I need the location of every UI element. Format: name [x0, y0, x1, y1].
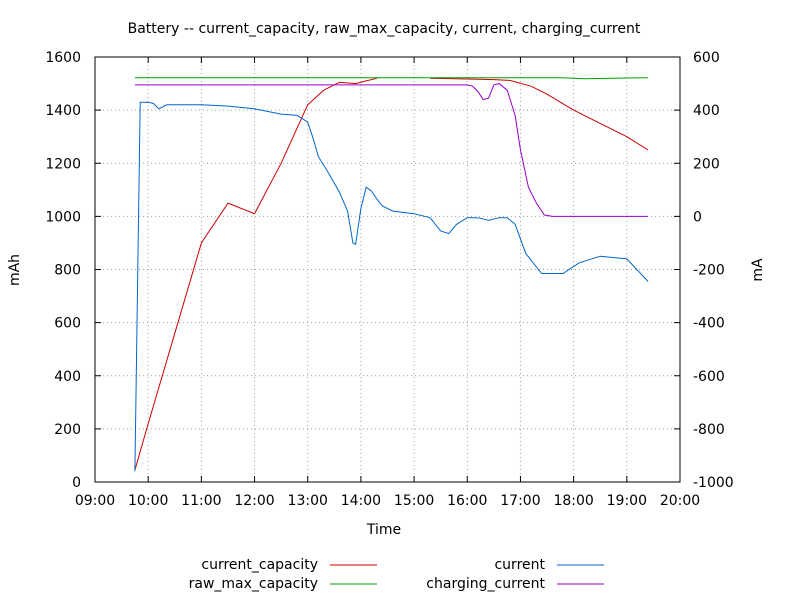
y-left-tick-label: 600	[54, 316, 81, 332]
legend-label-current-capacity: current_capacity	[201, 557, 318, 573]
grid-lines	[95, 57, 680, 482]
x-tick-label: 19:00	[607, 493, 647, 509]
x-tick-label: 20:00	[660, 493, 700, 509]
series-layer	[134, 77, 649, 472]
series-line-charging-current	[134, 83, 649, 217]
y-right-tick-label: 600	[693, 50, 720, 66]
x-tick-label: 17:00	[500, 493, 540, 509]
y-left-tick-label: 1400	[45, 103, 81, 119]
y-right-tick-label: -400	[693, 316, 725, 332]
legend-label-charging-current: charging_current	[426, 576, 545, 592]
x-tick-label: 16:00	[447, 493, 487, 509]
series-line-current	[134, 101, 649, 472]
x-tick-label: 11:00	[181, 493, 221, 509]
y-left-tick-label: 800	[54, 263, 81, 279]
y-right-tick-label: 0	[693, 209, 702, 225]
y-left-tick-label: 200	[54, 422, 81, 438]
legend-label-raw-max-capacity: raw_max_capacity	[189, 576, 318, 592]
y-right-tick-label: 400	[693, 103, 720, 119]
x-tick-label: 10:00	[128, 493, 168, 509]
y-left-tick-labels: 0 200 400 600 800 1000 1200 1400 1600	[45, 50, 81, 491]
y-left-tick-label: 1200	[45, 156, 81, 172]
y-left-axis-label: mAh	[7, 254, 23, 286]
y-right-tick-label: -600	[693, 369, 725, 385]
legend-label-current: current	[494, 557, 545, 573]
x-tick-label: 09:00	[75, 493, 115, 509]
y-right-tick-label: -1000	[693, 475, 734, 491]
y-left-tick-label: 1600	[45, 50, 81, 66]
tick-marks	[94, 56, 681, 483]
x-tick-labels: 09:00 10:00 11:00 12:00 13:00 14:00 15:00 16:00…	[75, 493, 700, 509]
x-tick-label: 18:00	[553, 493, 593, 509]
x-tick-label: 13:00	[288, 493, 328, 509]
series-line-current-capacity	[134, 77, 649, 471]
y-left-tick-label: 400	[54, 369, 81, 385]
y-left-tick-label: 1000	[45, 209, 81, 225]
x-tick-label: 15:00	[394, 493, 434, 509]
x-axis-label: Time	[366, 522, 401, 538]
y-right-tick-label: -200	[693, 263, 725, 279]
y-right-axis-label: mA	[750, 258, 766, 282]
x-tick-label: 14:00	[341, 493, 381, 509]
y-right-tick-labels: 600 400 200 0 -200 -400 -600 -800 -1000	[693, 50, 734, 491]
y-right-tick-label: 200	[693, 156, 720, 172]
series-line-raw-max-capacity	[134, 77, 649, 80]
x-tick-label: 12:00	[234, 493, 274, 509]
legend: current_capacity raw_max_capacity current c…	[189, 557, 604, 592]
y-left-tick-label: 0	[72, 475, 81, 491]
chart-title: Battery -- current_capacity, raw_max_cap…	[128, 21, 641, 37]
y-right-tick-label: -800	[693, 422, 725, 438]
